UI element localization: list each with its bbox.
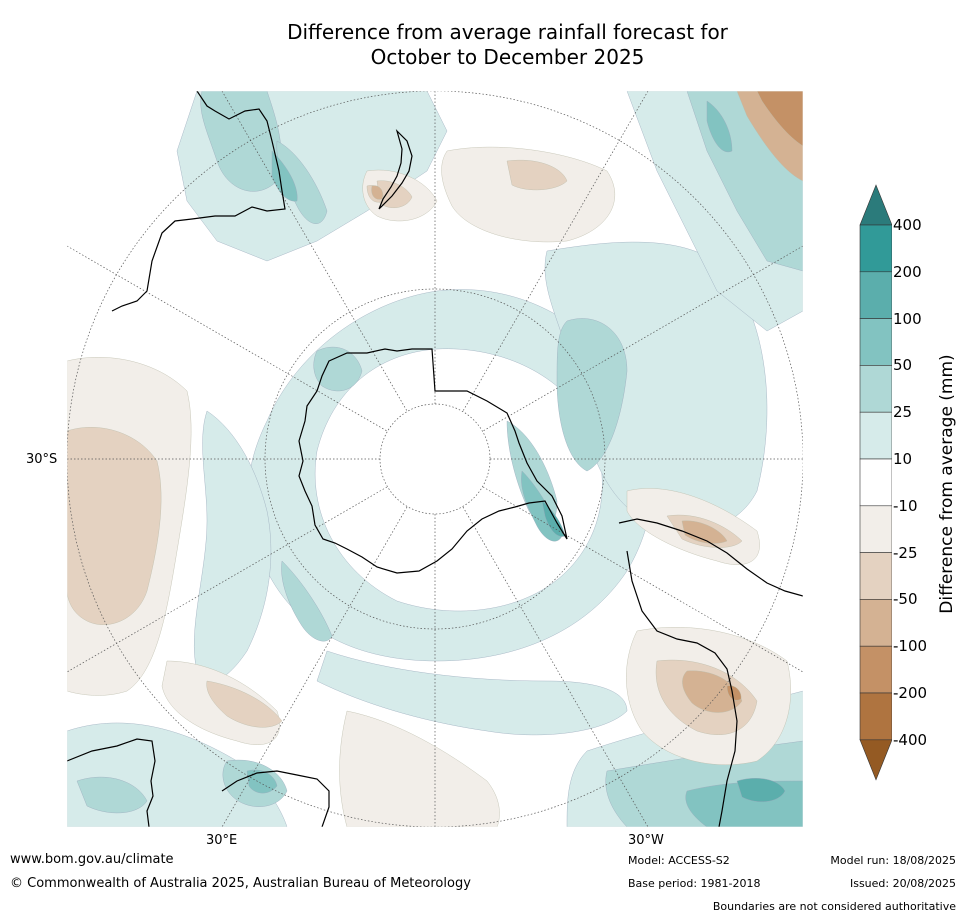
colorbar-segment <box>859 224 893 273</box>
dry-anomaly-regions <box>67 91 803 827</box>
colorbar-segment <box>859 505 893 553</box>
meridian-150w <box>462 91 649 412</box>
colorbar-tick-label: 25 <box>893 403 913 422</box>
colorbar-segment <box>859 458 893 507</box>
south-america-west-coastline <box>626 550 738 827</box>
dry-region-sa-core <box>682 670 743 713</box>
meridian-120e <box>67 245 388 432</box>
dry-region-sa-peak <box>726 685 742 701</box>
footer-copyright: © Commonwealth of Australia 2025, Austra… <box>10 876 471 891</box>
wet-region-ross-sea <box>313 346 363 392</box>
dry-region-west-band <box>206 680 283 728</box>
meridian-60e <box>67 486 388 673</box>
dry-region-pacific-north-core <box>506 159 568 191</box>
colorbar-tick-label: 50 <box>893 356 913 375</box>
footer-model-run: Model run: 18/08/2025 <box>830 854 956 867</box>
colorbar-tick-label: 100 <box>893 309 922 328</box>
longitude-label-30w: 30°W <box>628 833 664 848</box>
meridian-150e <box>221 91 408 412</box>
colorbar-graphic <box>859 184 893 781</box>
colorbar-tick-label: -25 <box>893 543 918 562</box>
colorbar-tick-label: 10 <box>893 450 913 468</box>
colorbar <box>850 182 893 786</box>
meridian-60w <box>482 486 803 673</box>
title-line-2: October to December 2025 <box>370 45 645 69</box>
meridian-120w <box>482 245 803 432</box>
coastlines <box>67 91 803 827</box>
longitude-label-30e: 30°E <box>206 833 238 848</box>
colorbar-segment <box>859 411 893 460</box>
wet-region-sw-corner <box>76 776 148 814</box>
footer-issued: Issued: 20/08/2025 <box>849 877 956 890</box>
colorbar-segment <box>859 552 893 600</box>
graticule <box>67 91 803 827</box>
wet-region-se-peak <box>736 778 786 802</box>
wet-region-indian-streak <box>281 560 333 642</box>
latitude-label-30s: 30°S <box>26 452 58 467</box>
footer-base-period: Base period: 1981-2018 <box>628 877 761 890</box>
dry-region-indian-core <box>67 427 162 625</box>
southern-africa-coastline <box>221 770 330 827</box>
footer-model: Model: ACCESS-S2 <box>628 854 730 867</box>
colorbar-tick-label: -100 <box>893 637 928 656</box>
title-line-1: Difference from average rainfall forecas… <box>287 20 728 44</box>
forecast-map <box>67 91 803 827</box>
south-america-coastline <box>618 518 803 597</box>
latitude-circle-60s <box>264 288 606 630</box>
colorbar-segments <box>859 184 893 781</box>
chart-title: Difference from average rainfall forecas… <box>150 20 865 70</box>
dry-region-tasman-core <box>376 180 413 208</box>
colorbar-tick-label: -200 <box>893 684 928 702</box>
africa-coastline <box>67 738 156 827</box>
australia-coastline <box>111 91 286 312</box>
colorbar-extend-max <box>859 184 893 226</box>
colorbar-segment <box>859 271 893 319</box>
footer-disclaimer: Boundaries are not considered authoritat… <box>712 900 956 913</box>
colorbar-title: Difference from average (mm) <box>937 354 957 614</box>
dry-region-pacific-north <box>441 146 616 243</box>
wet-region-pacific-band <box>316 650 628 736</box>
colorbar-tick-label: -10 <box>893 496 918 515</box>
antarctica-coastline <box>298 348 568 574</box>
colorbar-tick-label: -400 <box>893 730 928 749</box>
colorbar-segment <box>859 365 893 413</box>
wet-anomaly-regions <box>67 91 803 827</box>
dry-region-sa-north-core <box>681 520 728 544</box>
colorbar-extend-min <box>859 739 893 781</box>
colorbar-segment <box>859 318 893 366</box>
new-zealand-coastline <box>378 128 413 210</box>
wet-region-south-atlantic-core <box>556 318 628 472</box>
meridian-30e <box>221 506 408 827</box>
colorbar-tick-label: 400 <box>893 216 922 234</box>
dry-region-nz <box>371 185 383 200</box>
wet-region-ne-core <box>706 100 733 153</box>
meridian-30w <box>462 506 649 827</box>
map-canvas <box>67 91 803 827</box>
dry-region-pacific-south <box>339 710 500 827</box>
footer-url[interactable]: www.bom.gov.au/climate <box>10 852 174 867</box>
wet-region-australia-west <box>200 91 282 192</box>
colorbar-tick-label: 200 <box>893 262 922 281</box>
colorbar-segment <box>859 692 893 741</box>
colorbar-segment <box>859 599 893 647</box>
colorbar-segment <box>859 645 893 694</box>
colorbar-tick-label: -50 <box>893 590 918 609</box>
